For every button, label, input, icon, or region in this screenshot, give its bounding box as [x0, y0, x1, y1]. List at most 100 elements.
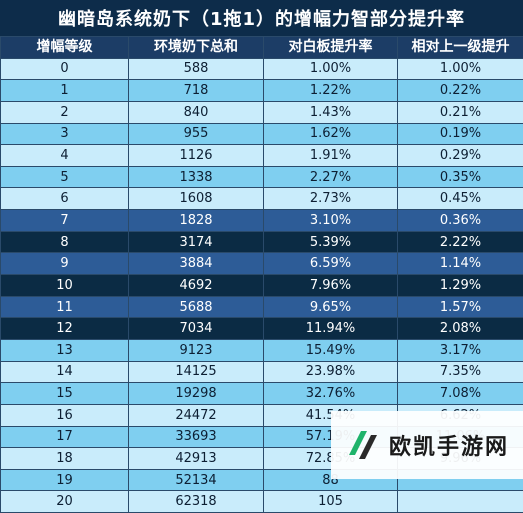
total-cell: 1126 — [129, 145, 264, 167]
vs-base-cell: 7.96% — [264, 275, 398, 297]
vs-previous-cell: 1.14% — [398, 253, 523, 275]
vs-base-cell: 1.00% — [264, 58, 398, 80]
total-cell: 9123 — [129, 339, 264, 361]
column-header-level: 增幅等级 — [1, 37, 129, 59]
vs-base-cell: 11.94% — [264, 318, 398, 340]
level-cell: 19 — [1, 469, 129, 491]
vs-previous-cell: 1.00% — [398, 58, 523, 80]
total-cell: 1828 — [129, 210, 264, 232]
vs-base-cell: 1.62% — [264, 123, 398, 145]
vs-base-cell: 3.10% — [264, 210, 398, 232]
level-cell: 7 — [1, 210, 129, 232]
level-cell: 11 — [1, 296, 129, 318]
total-cell: 52134 — [129, 469, 264, 491]
vs-previous-cell: 0.36% — [398, 210, 523, 232]
vs-previous-cell: 3.17% — [398, 339, 523, 361]
level-cell: 8 — [1, 231, 129, 253]
vs-base-cell: 23.98% — [264, 361, 398, 383]
level-cell: 12 — [1, 318, 129, 340]
level-cell: 0 — [1, 58, 129, 80]
level-cell: 17 — [1, 426, 129, 448]
vs-base-cell: 15.49% — [264, 339, 398, 361]
level-cell: 6 — [1, 188, 129, 210]
level-cell: 2 — [1, 101, 129, 123]
total-cell: 14125 — [129, 361, 264, 383]
vs-base-cell: 1.22% — [264, 80, 398, 102]
total-cell: 42913 — [129, 448, 264, 470]
vs-previous-cell: 0.21% — [398, 101, 523, 123]
watermark: 欧凯手游网 — [331, 411, 523, 479]
total-cell: 718 — [129, 80, 264, 102]
total-cell: 62318 — [129, 491, 264, 513]
level-cell: 14 — [1, 361, 129, 383]
vs-base-cell: 1.43% — [264, 101, 398, 123]
level-cell: 4 — [1, 145, 129, 167]
vs-base-cell: 2.27% — [264, 166, 398, 188]
column-header-total: 环境奶下总和 — [129, 37, 264, 59]
vs-previous-cell: 0.19% — [398, 123, 523, 145]
total-cell: 33693 — [129, 426, 264, 448]
vs-base-cell: 9.65% — [264, 296, 398, 318]
level-cell: 18 — [1, 448, 129, 470]
vs-previous-cell: 7.08% — [398, 383, 523, 405]
vs-previous-cell — [398, 491, 523, 513]
level-cell: 13 — [1, 339, 129, 361]
total-cell: 5688 — [129, 296, 264, 318]
vs-previous-cell: 0.35% — [398, 166, 523, 188]
total-cell: 840 — [129, 101, 264, 123]
table-title: 幽暗岛系统奶下（1拖1）的增幅力智部分提升率 — [0, 0, 523, 36]
level-cell: 1 — [1, 80, 129, 102]
vs-previous-cell: 0.45% — [398, 188, 523, 210]
total-cell: 19298 — [129, 383, 264, 405]
total-cell: 955 — [129, 123, 264, 145]
total-cell: 1608 — [129, 188, 264, 210]
vs-base-cell: 2.73% — [264, 188, 398, 210]
vs-previous-cell: 1.57% — [398, 296, 523, 318]
vs-base-cell: 1.91% — [264, 145, 398, 167]
ok-logo-icon — [341, 425, 381, 465]
vs-base-cell: 6.59% — [264, 253, 398, 275]
level-cell: 15 — [1, 383, 129, 405]
total-cell: 3174 — [129, 231, 264, 253]
vs-previous-cell: 7.35% — [398, 361, 523, 383]
total-cell: 1338 — [129, 166, 264, 188]
level-cell: 3 — [1, 123, 129, 145]
vs-previous-cell: 0.22% — [398, 80, 523, 102]
total-cell: 3884 — [129, 253, 264, 275]
total-cell: 24472 — [129, 404, 264, 426]
vs-base-cell: 105 — [264, 491, 398, 513]
total-cell: 4692 — [129, 275, 264, 297]
watermark-text: 欧凯手游网 — [389, 429, 509, 461]
column-header-vs-previous: 相对上一级提升 — [398, 37, 523, 59]
vs-previous-cell: 1.29% — [398, 275, 523, 297]
level-cell: 10 — [1, 275, 129, 297]
level-cell: 20 — [1, 491, 129, 513]
vs-previous-cell: 2.22% — [398, 231, 523, 253]
level-cell: 16 — [1, 404, 129, 426]
column-header-vs-base: 对白板提升率 — [264, 37, 398, 59]
vs-base-cell: 5.39% — [264, 231, 398, 253]
total-cell: 7034 — [129, 318, 264, 340]
total-cell: 588 — [129, 58, 264, 80]
level-cell: 9 — [1, 253, 129, 275]
vs-previous-cell: 0.29% — [398, 145, 523, 167]
level-cell: 5 — [1, 166, 129, 188]
vs-previous-cell: 2.08% — [398, 318, 523, 340]
